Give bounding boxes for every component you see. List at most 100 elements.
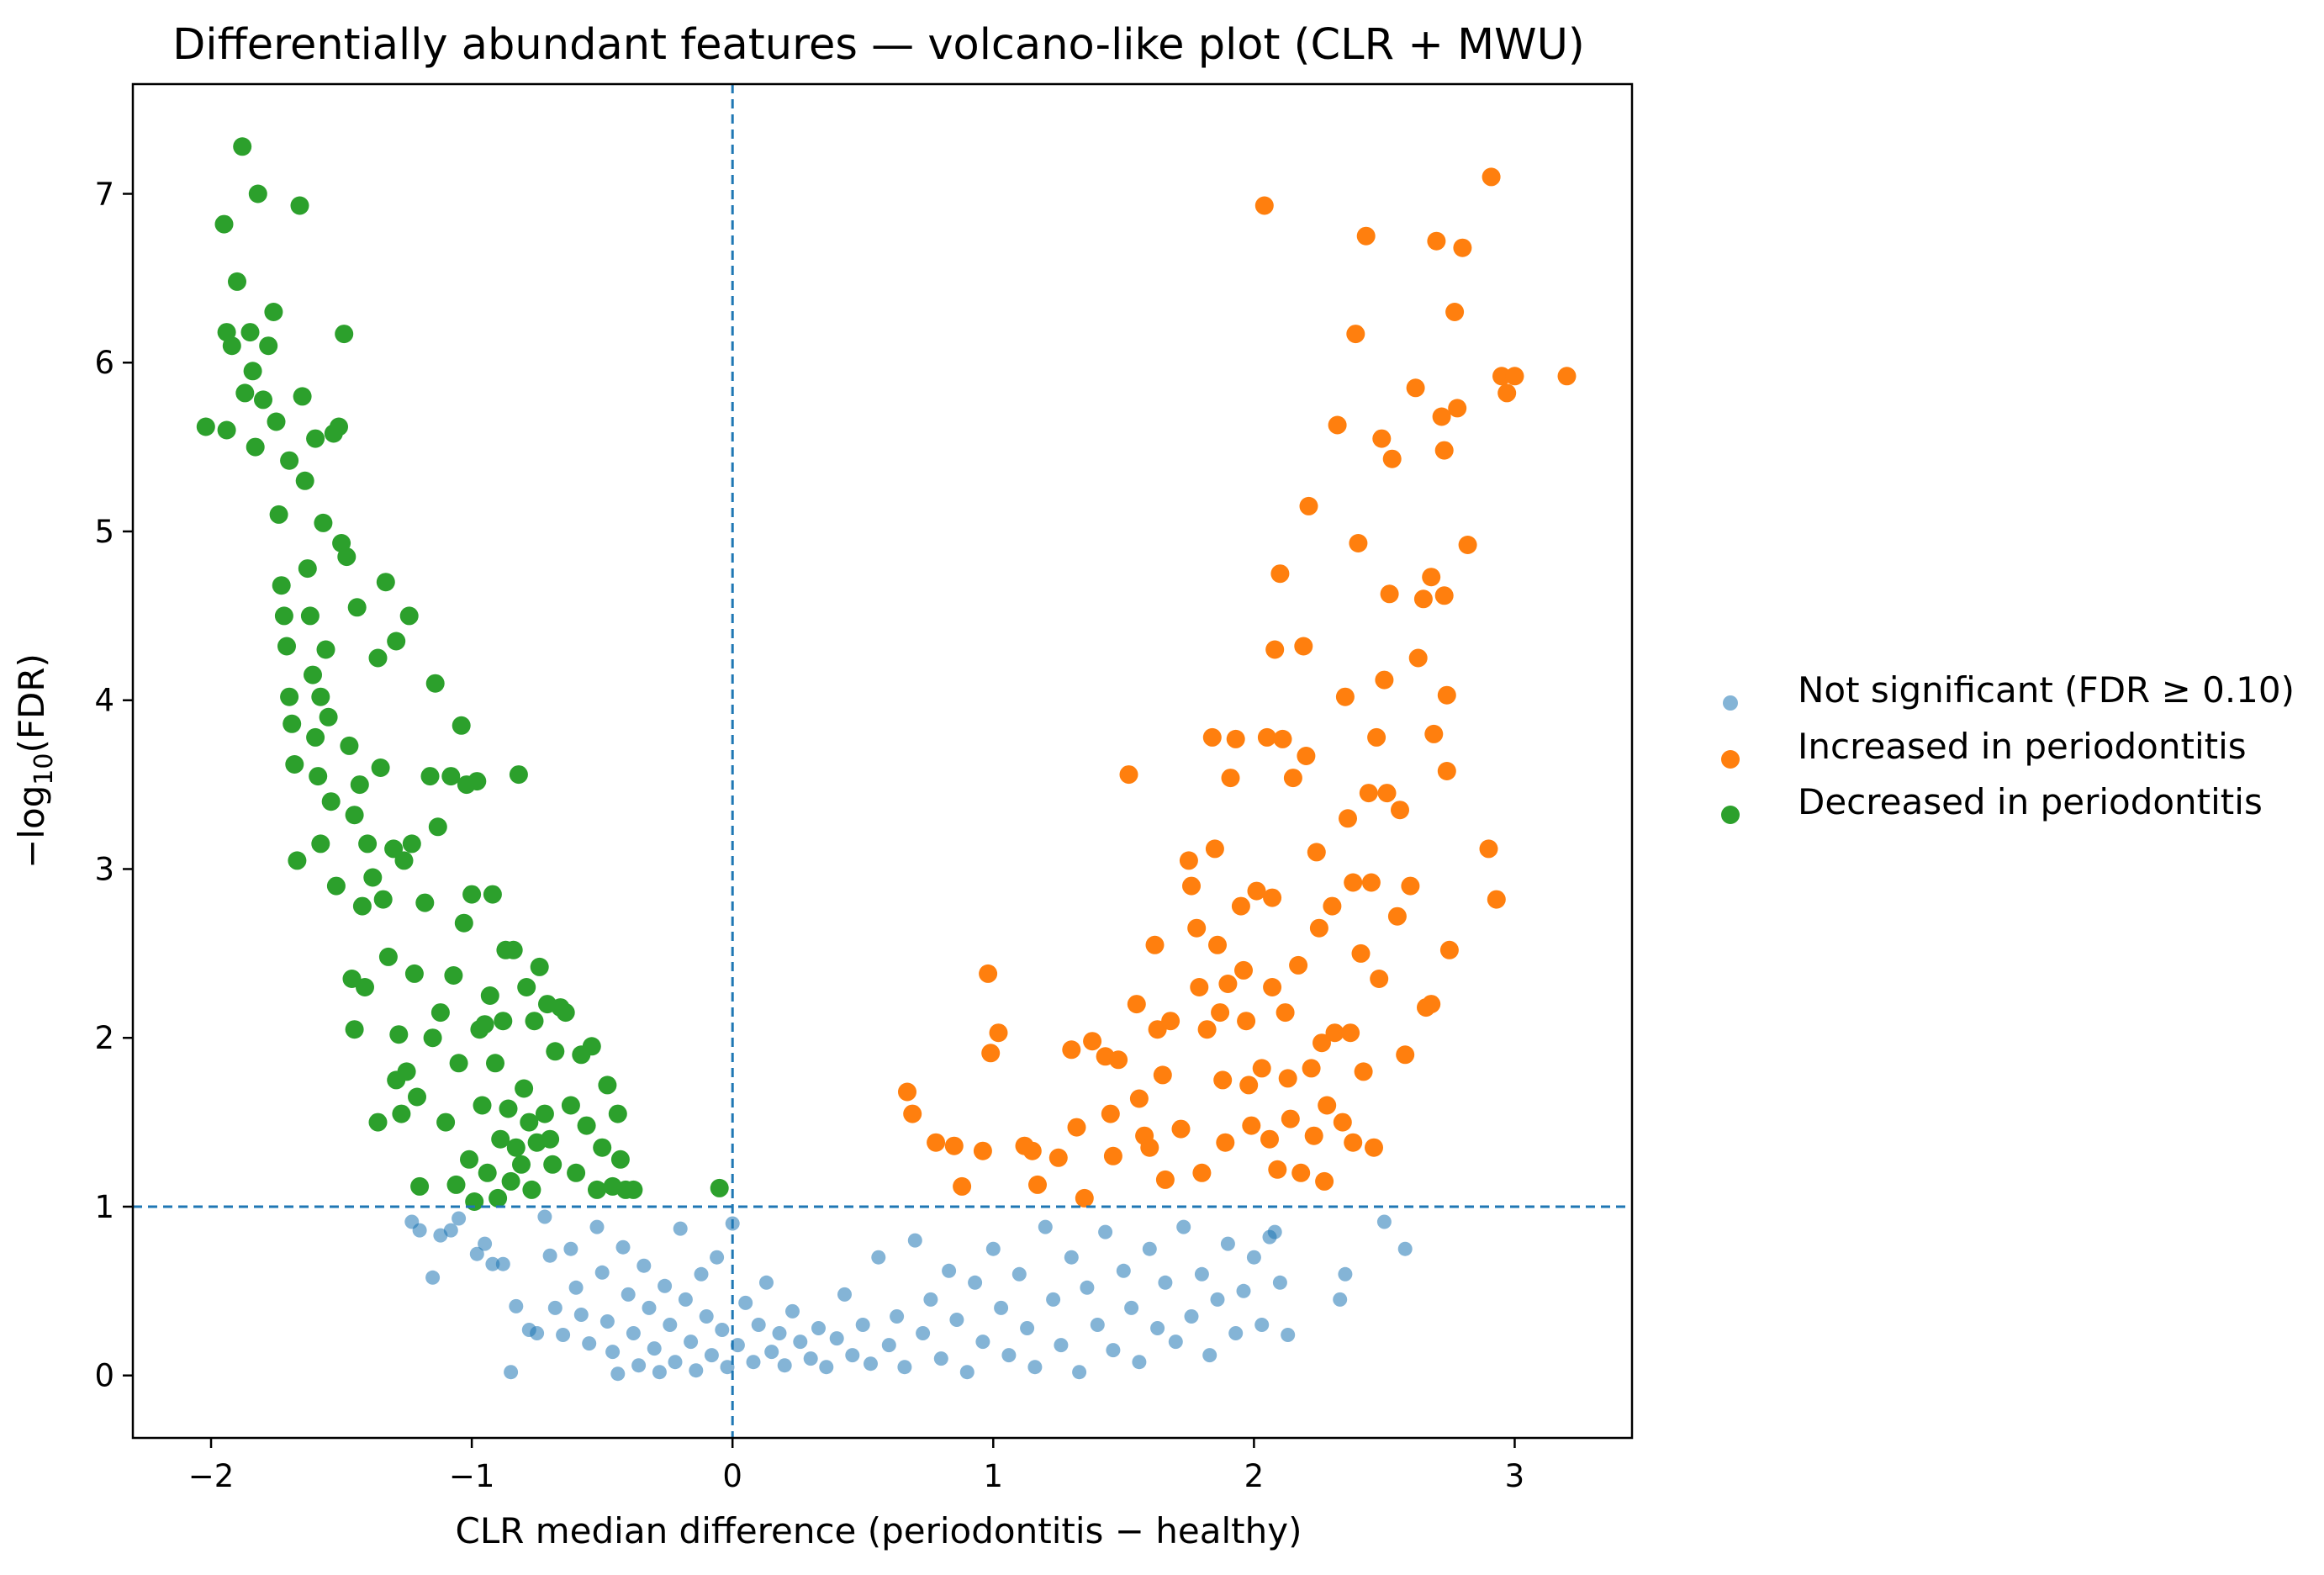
increased-point — [1359, 784, 1378, 803]
not-significant-point — [1254, 1318, 1270, 1332]
decreased-point — [363, 868, 383, 887]
increased-point — [1242, 1116, 1261, 1135]
not-significant-point — [589, 1219, 605, 1234]
increased-point — [953, 1176, 972, 1196]
increased-point — [1226, 729, 1245, 748]
not-significant-point — [975, 1335, 990, 1350]
decreased-point — [280, 687, 299, 706]
decreased-point — [295, 471, 314, 490]
increased-point — [1145, 935, 1165, 954]
decreased-point — [368, 1113, 388, 1132]
increased-point — [1281, 1109, 1300, 1128]
not-significant-point — [764, 1345, 779, 1360]
not-significant-point — [720, 1360, 735, 1375]
decreased-point — [446, 1175, 466, 1194]
increased-point — [1361, 873, 1381, 892]
decreased-point — [290, 196, 309, 215]
increased-point — [1354, 1062, 1373, 1081]
y-axis-label: −log10(FDR) — [11, 653, 59, 869]
not-significant-point — [738, 1295, 753, 1310]
decreased-point — [402, 834, 421, 854]
reference-lines — [133, 84, 1632, 1438]
decreased-point — [298, 559, 317, 579]
decreased-point — [240, 323, 260, 342]
increased-point — [1216, 1133, 1235, 1152]
increased-point — [1109, 1050, 1128, 1070]
increased-point — [1083, 1032, 1102, 1051]
increased-point — [1263, 978, 1282, 996]
decreased-point — [324, 424, 343, 443]
not-significant-point — [573, 1308, 589, 1322]
not-significant-point — [959, 1365, 974, 1380]
not-significant-point — [636, 1258, 652, 1273]
not-significant-point — [684, 1335, 699, 1350]
not-significant-point — [1124, 1300, 1139, 1315]
decreased-point — [387, 1070, 406, 1090]
increased-point — [1182, 876, 1201, 896]
increased-point — [1437, 762, 1456, 780]
legend-marker — [1723, 695, 1738, 711]
increased-point — [1427, 231, 1446, 251]
not-significant-point — [730, 1338, 745, 1353]
decreased-point — [314, 513, 333, 532]
not-significant-point — [1210, 1292, 1225, 1307]
increased-point — [1445, 303, 1465, 321]
increased-point — [1263, 888, 1282, 907]
not-significant-point — [1116, 1263, 1131, 1278]
increased-point — [1422, 995, 1441, 1014]
not-significant-point — [469, 1246, 484, 1261]
increased-point — [1265, 640, 1285, 659]
not-significant-point — [615, 1239, 631, 1255]
decreased-point — [478, 1163, 497, 1182]
decreased-point — [389, 1025, 409, 1044]
decreased-point — [501, 1171, 520, 1191]
not-significant-point — [704, 1348, 719, 1363]
decreased-point — [486, 1054, 504, 1073]
decreased-point — [368, 648, 388, 668]
not-significant-point — [1142, 1241, 1157, 1256]
increased-point — [1179, 851, 1198, 870]
not-significant-point — [542, 1248, 557, 1263]
increased-point — [1335, 687, 1355, 706]
not-significant-point — [1194, 1266, 1209, 1282]
x-tick-label: −2 — [188, 1458, 235, 1494]
decreased-point — [392, 1104, 411, 1123]
increased-point — [1349, 534, 1368, 552]
decreased-point — [598, 1076, 617, 1095]
increased-point — [1289, 955, 1308, 975]
not-significant-point — [785, 1303, 800, 1319]
not-significant-point — [871, 1250, 886, 1265]
chart-title: Differentially abundant features — volca… — [172, 20, 1585, 70]
not-significant-point — [793, 1335, 808, 1350]
increased-point — [1273, 729, 1292, 748]
decreased-point — [335, 325, 354, 344]
not-significant-point — [610, 1366, 626, 1382]
points-layer — [196, 137, 1577, 1382]
not-significant-point — [715, 1323, 730, 1337]
not-significant-point — [772, 1326, 787, 1340]
decreased-point — [300, 606, 320, 626]
decreased-point — [306, 727, 325, 747]
increased-point — [1323, 896, 1342, 916]
increased-point — [1375, 670, 1394, 690]
not-significant-point — [1001, 1348, 1017, 1363]
legend-label: Decreased in periodontitis — [1798, 781, 2263, 822]
not-significant-point — [777, 1358, 792, 1373]
increased-point — [1382, 449, 1402, 468]
y-axis-label-prefix: −log — [11, 785, 52, 869]
not-significant-point — [1376, 1214, 1392, 1229]
increased-point — [1339, 809, 1357, 828]
decreased-point — [233, 137, 252, 156]
increased-point — [1365, 1138, 1383, 1157]
decreased-point — [246, 437, 265, 457]
decreased-point — [473, 1096, 492, 1115]
increased-point — [1439, 940, 1459, 959]
not-significant-point — [509, 1298, 524, 1313]
not-significant-point — [751, 1318, 766, 1332]
decreased-point — [228, 272, 246, 291]
increased-point — [1153, 1065, 1172, 1085]
decreased-point — [475, 1015, 494, 1034]
decreased-point — [345, 1020, 364, 1039]
decreased-point — [243, 362, 262, 381]
decreased-point — [387, 632, 406, 651]
